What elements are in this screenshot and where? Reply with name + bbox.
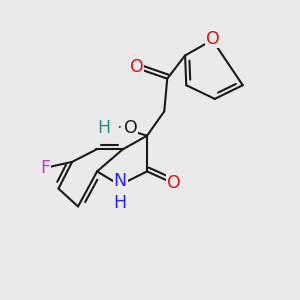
Text: O: O: [167, 174, 180, 192]
Text: N: N: [114, 172, 127, 190]
Text: O: O: [124, 119, 137, 137]
Text: O: O: [206, 29, 219, 47]
Text: H: H: [97, 119, 110, 137]
Text: O: O: [130, 58, 143, 76]
Text: ·: ·: [116, 119, 122, 137]
Text: F: F: [40, 159, 50, 177]
Text: H: H: [114, 194, 127, 212]
